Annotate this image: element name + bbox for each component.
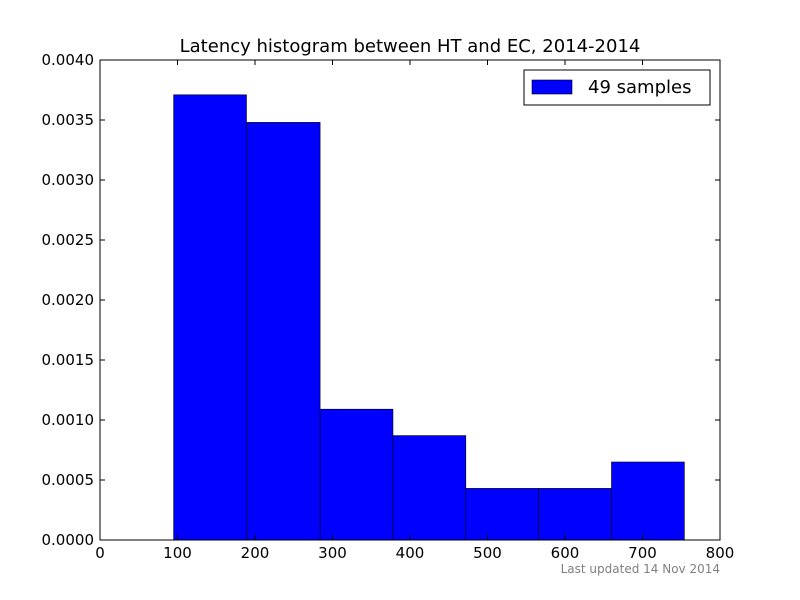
histogram-bar-3 — [392, 435, 467, 541]
histogram-bar-5 — [538, 488, 612, 541]
y-tick-label: 0.0040 — [42, 51, 95, 69]
legend-label: 49 samples — [588, 77, 691, 98]
x-tick-label: 400 — [396, 544, 425, 562]
histogram-bar-4 — [465, 488, 539, 541]
y-tick-label: 0.0020 — [42, 291, 95, 309]
histogram-bar-0 — [173, 94, 247, 541]
x-tick-label: 100 — [163, 544, 192, 562]
x-tick-label: 500 — [473, 544, 502, 562]
y-tick-label: 0.0035 — [42, 111, 95, 129]
x-tick-label: 300 — [318, 544, 347, 562]
chart-title: Latency histogram between HT and EC, 201… — [179, 36, 641, 57]
y-tick-label: 0.0030 — [42, 171, 95, 189]
legend-swatch — [531, 79, 573, 95]
y-tick-label: 0.0000 — [42, 531, 95, 549]
x-tick-label: 800 — [706, 544, 735, 562]
y-tick-label: 0.0005 — [42, 471, 95, 489]
x-tick-label: 600 — [551, 544, 580, 562]
last-updated-note: Last updated 14 Nov 2014 — [560, 562, 720, 576]
y-tick-label: 0.0015 — [42, 351, 95, 369]
histogram-bar-1 — [246, 122, 321, 541]
x-tick-label: 700 — [628, 544, 657, 562]
x-tick-label: 200 — [241, 544, 270, 562]
histogram-bar-6 — [611, 461, 685, 541]
histogram-bar-2 — [319, 408, 394, 541]
y-tick-label: 0.0025 — [42, 231, 95, 249]
y-tick-label: 0.0010 — [42, 411, 95, 429]
x-tick-label: 0 — [95, 544, 105, 562]
